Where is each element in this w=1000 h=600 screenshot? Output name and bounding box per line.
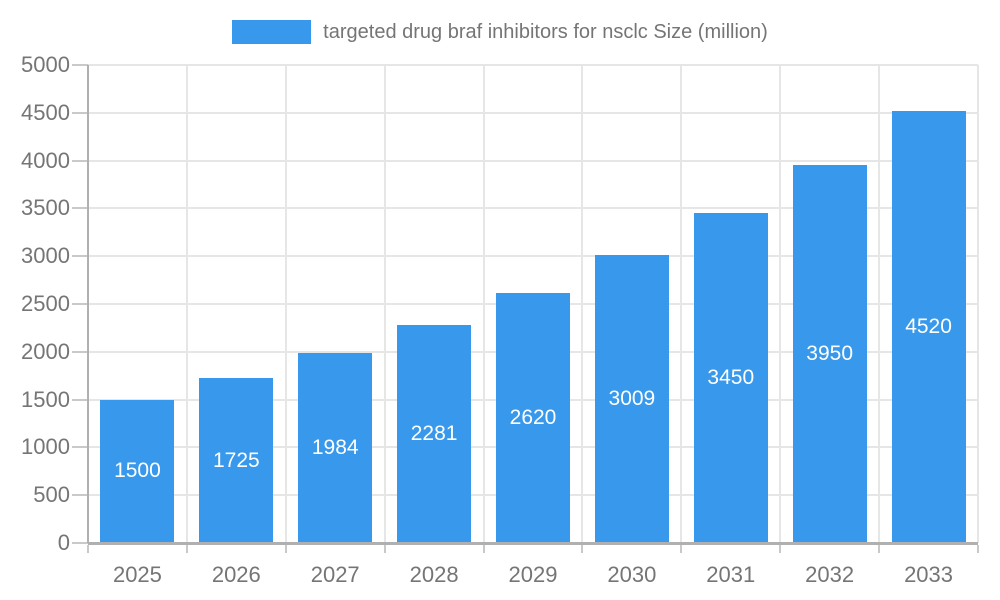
bar-value-label: 4520 <box>905 314 952 338</box>
v-gridline <box>680 65 683 543</box>
x-axis-label: 2028 <box>409 562 459 587</box>
y-tick <box>72 207 88 210</box>
h-gridline <box>88 111 978 114</box>
bar[interactable]: 3450 <box>693 213 768 543</box>
v-gridline <box>482 65 485 543</box>
bar[interactable]: 1725 <box>199 378 274 543</box>
y-tick <box>72 398 88 401</box>
x-axis-line <box>88 542 978 545</box>
v-gridline <box>185 65 188 543</box>
bar[interactable]: 2620 <box>496 292 570 543</box>
bar-value-label: 2620 <box>509 405 557 429</box>
y-tick <box>72 542 88 544</box>
v-gridline <box>581 65 584 543</box>
bar-value-label: 2281 <box>410 421 458 445</box>
y-axis-label: 2500 <box>21 291 70 316</box>
x-axis-label: 2027 <box>310 562 360 587</box>
bar-value-label: 3450 <box>707 366 755 390</box>
x-tick <box>87 545 89 553</box>
v-gridline <box>977 65 979 543</box>
bar[interactable]: 3950 <box>792 165 867 543</box>
y-axis-label: 3500 <box>21 195 70 221</box>
x-tick <box>779 545 782 553</box>
legend-label: targeted drug braf inhibitors for nsclc … <box>323 21 768 43</box>
h-gridline <box>88 207 978 210</box>
y-tick <box>72 64 88 66</box>
y-axis-label: 500 <box>33 482 70 508</box>
bar[interactable]: 3009 <box>594 255 669 543</box>
x-tick <box>878 545 881 553</box>
x-axis-label: 2026 <box>211 562 261 587</box>
x-axis-label: 2029 <box>508 562 558 587</box>
y-tick <box>72 350 88 353</box>
x-axis-label: 2025 <box>112 562 162 587</box>
y-tick <box>72 446 88 449</box>
h-gridline <box>88 64 978 66</box>
x-tick <box>482 545 485 553</box>
y-tick <box>72 159 88 162</box>
y-axis-label: 1500 <box>21 386 70 412</box>
x-tick <box>284 545 287 553</box>
bar[interactable]: 1984 <box>298 353 373 543</box>
bar-value-label: 1984 <box>311 436 359 460</box>
y-tick <box>72 111 88 114</box>
v-gridline <box>878 65 881 543</box>
x-axis-label: 2031 <box>706 562 756 587</box>
y-tick <box>72 303 88 305</box>
y-axis-label: 4500 <box>21 99 70 125</box>
y-axis-label: 1000 <box>21 434 70 460</box>
y-axis-label: 4000 <box>21 147 70 173</box>
plot-area: 1500 1725 1984 2281 2620 3009 3450 3950 4520 <box>87 64 979 545</box>
x-axis-label: 2033 <box>904 562 954 587</box>
x-tick <box>581 545 584 553</box>
v-gridline <box>779 65 782 543</box>
bar-value-label: 3950 <box>806 342 854 366</box>
bar-value-label: 3009 <box>608 387 656 411</box>
x-axis-label: 2030 <box>607 562 657 587</box>
x-tick <box>680 545 683 553</box>
y-tick <box>72 494 88 497</box>
bar[interactable]: 4520 <box>891 110 966 543</box>
bar-value-label: 1725 <box>212 448 260 472</box>
legend-item[interactable]: targeted drug braf inhibitors for nsclc … <box>0 20 1000 44</box>
v-gridline <box>383 65 386 543</box>
h-gridline <box>88 255 978 258</box>
y-axis-line <box>87 65 89 543</box>
bar-value-label: 1500 <box>114 459 161 483</box>
y-axis-label: 5000 <box>21 52 70 77</box>
y-axis-label: 0 <box>57 530 70 555</box>
x-tick <box>383 545 386 553</box>
y-tick <box>72 255 88 258</box>
legend-swatch <box>232 20 312 44</box>
x-tick <box>977 545 979 553</box>
y-axis-label: 3000 <box>21 243 70 269</box>
x-tick <box>185 545 188 553</box>
h-gridline <box>88 159 978 162</box>
bar[interactable]: 2281 <box>397 324 472 543</box>
x-axis-label: 2032 <box>805 562 855 587</box>
v-gridline <box>284 65 287 543</box>
y-axis-label: 2000 <box>21 338 70 364</box>
bar[interactable]: 1500 <box>100 399 175 543</box>
